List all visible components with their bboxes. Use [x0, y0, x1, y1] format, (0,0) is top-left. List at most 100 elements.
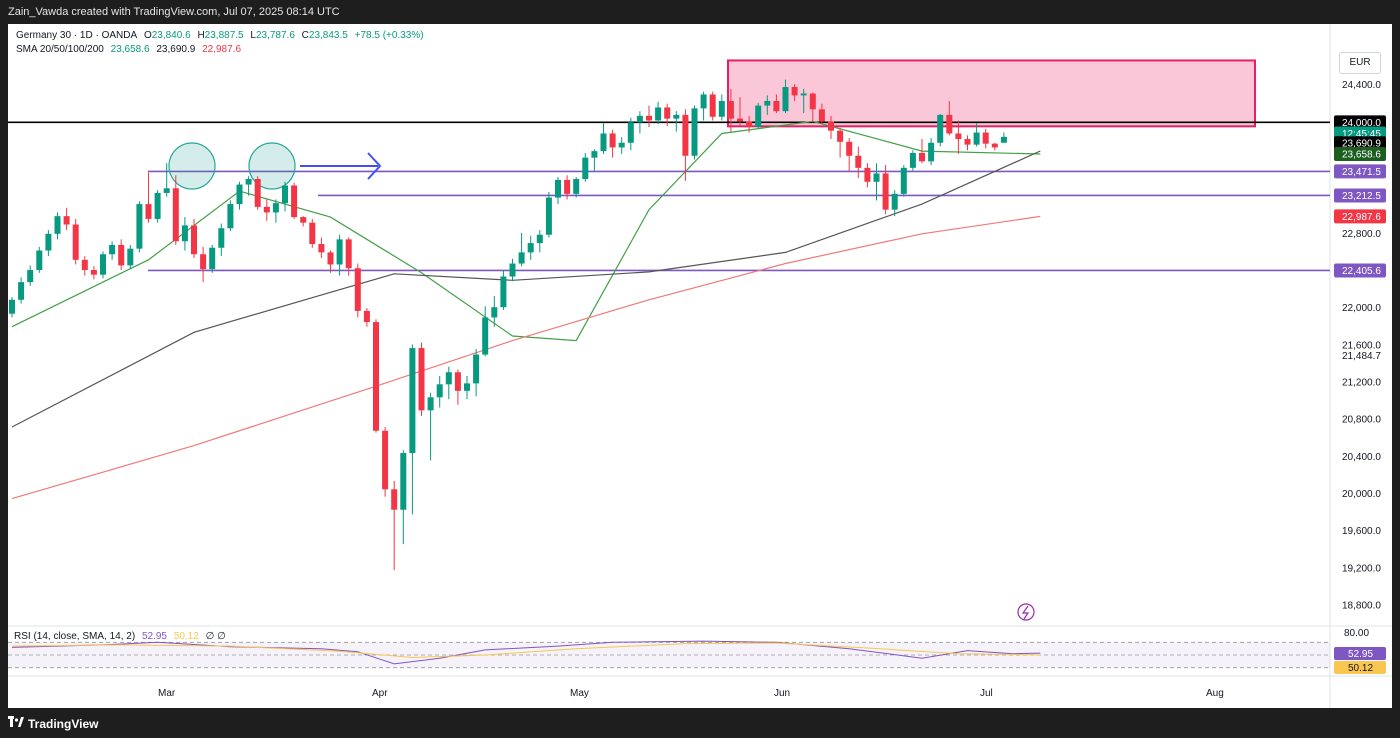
- candle-body: [682, 114, 689, 156]
- rsi-label: RSI (14, close, SMA, 14, 2): [14, 631, 136, 642]
- sma-label: SMA 20/50/100/200: [16, 44, 104, 55]
- rsi-value-label: 52.95: [1348, 649, 1373, 660]
- candle-body: [409, 348, 416, 454]
- candle-body: [727, 100, 734, 119]
- candle-body: [118, 244, 125, 266]
- candle-body: [982, 132, 989, 144]
- price-tag: [1334, 263, 1386, 278]
- ohlc-low: L23,787.6: [250, 30, 295, 41]
- x-tick-label: Apr: [372, 688, 388, 699]
- x-tick-label: Jun: [774, 688, 790, 699]
- candle-body: [691, 108, 698, 156]
- candle-body: [191, 225, 197, 255]
- candle-body: [527, 243, 534, 253]
- candle-body: [200, 254, 207, 270]
- candle-body: [937, 114, 944, 143]
- candle-body: [673, 114, 680, 119]
- y-tick-label: 19,600.0: [1342, 526, 1381, 537]
- candle-body: [445, 372, 452, 385]
- rsi-value-tag: [1334, 647, 1386, 660]
- y-tick-label: 18,800.0: [1342, 600, 1381, 611]
- top-caption-bar: Zain_Vawda created with TradingView.com,…: [0, 0, 1400, 24]
- price-tag-label: 23,471.5: [1342, 167, 1381, 178]
- rsi-legend-value: 52.95: [141, 631, 167, 642]
- candle-body: [864, 167, 871, 182]
- candle-body: [163, 188, 170, 193]
- candle-body: [100, 254, 106, 275]
- candle-body: [909, 152, 916, 168]
- highlight-circle: [248, 142, 296, 190]
- candle-body: [145, 204, 152, 219]
- price-pane: [8, 24, 1330, 708]
- candle-body: [846, 141, 853, 156]
- candle-body: [646, 115, 652, 121]
- candle-body: [172, 188, 179, 242]
- candle-body: [391, 489, 398, 510]
- y-tick-label: 24,400.0: [1342, 80, 1381, 91]
- candle-body: [291, 185, 298, 218]
- candle-body: [427, 397, 434, 411]
- candle-body: [109, 244, 116, 255]
- candle-body: [718, 100, 725, 117]
- candle-body: [90, 270, 97, 275]
- candle-body: [263, 206, 270, 213]
- candle-body: [418, 348, 425, 411]
- lightning-icon: [1021, 605, 1030, 620]
- candle-body: [928, 142, 935, 162]
- candle-body: [791, 87, 798, 96]
- candle-body: [473, 354, 480, 384]
- candle-body: [700, 94, 707, 109]
- candle-body: [336, 239, 343, 265]
- candle-body: [245, 178, 252, 185]
- candle-body: [154, 192, 161, 219]
- candle-body: [382, 430, 389, 490]
- sma20-value: 23,658.6: [110, 44, 150, 55]
- candle-body: [54, 216, 61, 234]
- currency-badge[interactable]: EUR: [1339, 52, 1381, 74]
- candle-body: [800, 93, 807, 96]
- candle-body: [609, 133, 616, 148]
- candle-body: [272, 203, 279, 213]
- candle-body: [254, 178, 261, 207]
- candle-body: [536, 234, 543, 244]
- candle-body: [564, 179, 571, 194]
- candle-body: [227, 204, 234, 229]
- y-tick-label: 19,200.0: [1342, 563, 1381, 574]
- price-tag: [1334, 164, 1386, 179]
- price-tag: [1334, 188, 1386, 203]
- rsi-tick-label: 80.00: [1344, 628, 1369, 639]
- y-tick-label: 22,000.0: [1342, 303, 1381, 314]
- highlight-circle: [168, 142, 216, 190]
- candle-body: [209, 247, 216, 270]
- candle-body: [919, 152, 925, 162]
- candle-body: [81, 259, 88, 271]
- price-tag-label: 23,690.9: [1342, 139, 1381, 150]
- price-change: +78.5 (+0.33%): [354, 30, 424, 41]
- x-tick-label: Aug: [1206, 688, 1224, 699]
- candle-body: [737, 118, 743, 122]
- candle-body: [636, 115, 643, 123]
- y-tick-label: 21,200.0: [1342, 377, 1381, 388]
- candle-body: [873, 173, 880, 182]
- y-tick-label: 22,800.0: [1342, 229, 1381, 240]
- candle-body: [573, 178, 580, 194]
- candle-body: [600, 133, 607, 152]
- candle-body: [454, 372, 461, 391]
- y-tick-label: 21,484.7: [1342, 351, 1381, 362]
- price-tag-label: 24,000.0: [1342, 118, 1381, 129]
- ohlc-close: C23,843.5: [301, 30, 348, 41]
- candle-body: [764, 100, 771, 106]
- rsi-sma-tag: [1334, 661, 1386, 674]
- candle-body: [309, 222, 316, 245]
- candle-body: [891, 193, 898, 210]
- rsi-legend-extra: ∅ ∅: [205, 631, 226, 642]
- x-tick-label: Mar: [158, 688, 176, 699]
- candle-body: [464, 383, 470, 391]
- price-tag: [1334, 209, 1386, 224]
- price-tag: [1334, 115, 1386, 130]
- candle-body: [655, 107, 662, 121]
- resistance-zone: [727, 59, 1256, 128]
- price-chart[interactable]: 24,400.0 22,800.0 22,000.0 21,600.021,484.7…: [8, 24, 1392, 708]
- candle-body: [373, 322, 379, 431]
- candle-body: [1000, 136, 1007, 143]
